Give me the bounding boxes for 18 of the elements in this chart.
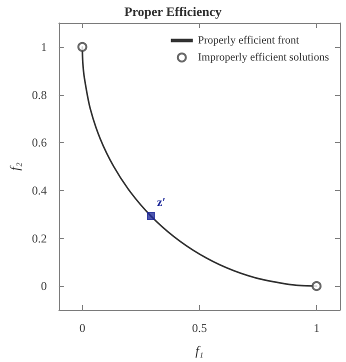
- y-axis-title: f₂: [7, 162, 22, 171]
- y-tick-label: 0: [40, 279, 47, 294]
- y-tick-label: 0.8: [32, 88, 47, 102]
- point: [146, 212, 155, 220]
- y-tick-label: 1: [40, 40, 47, 54]
- annotation: z′: [156, 195, 166, 210]
- y-tick-label: 0.6: [32, 136, 47, 150]
- point: [312, 281, 322, 292]
- y-tick-label: 0.4: [32, 183, 47, 198]
- legend-label: Properly efficient front: [198, 34, 300, 46]
- x-tick-label: 1: [314, 321, 320, 335]
- legend-label: Improperly efficient solutions: [198, 52, 330, 64]
- point: [77, 42, 88, 52]
- y-tick-label: 0.2: [32, 231, 47, 246]
- x-axis-title: f₁: [195, 343, 204, 358]
- chart-title: Proper Efficiency: [124, 4, 222, 19]
- x-tick-label: 0: [79, 321, 86, 335]
- x-tick-label: 0.5: [192, 321, 207, 335]
